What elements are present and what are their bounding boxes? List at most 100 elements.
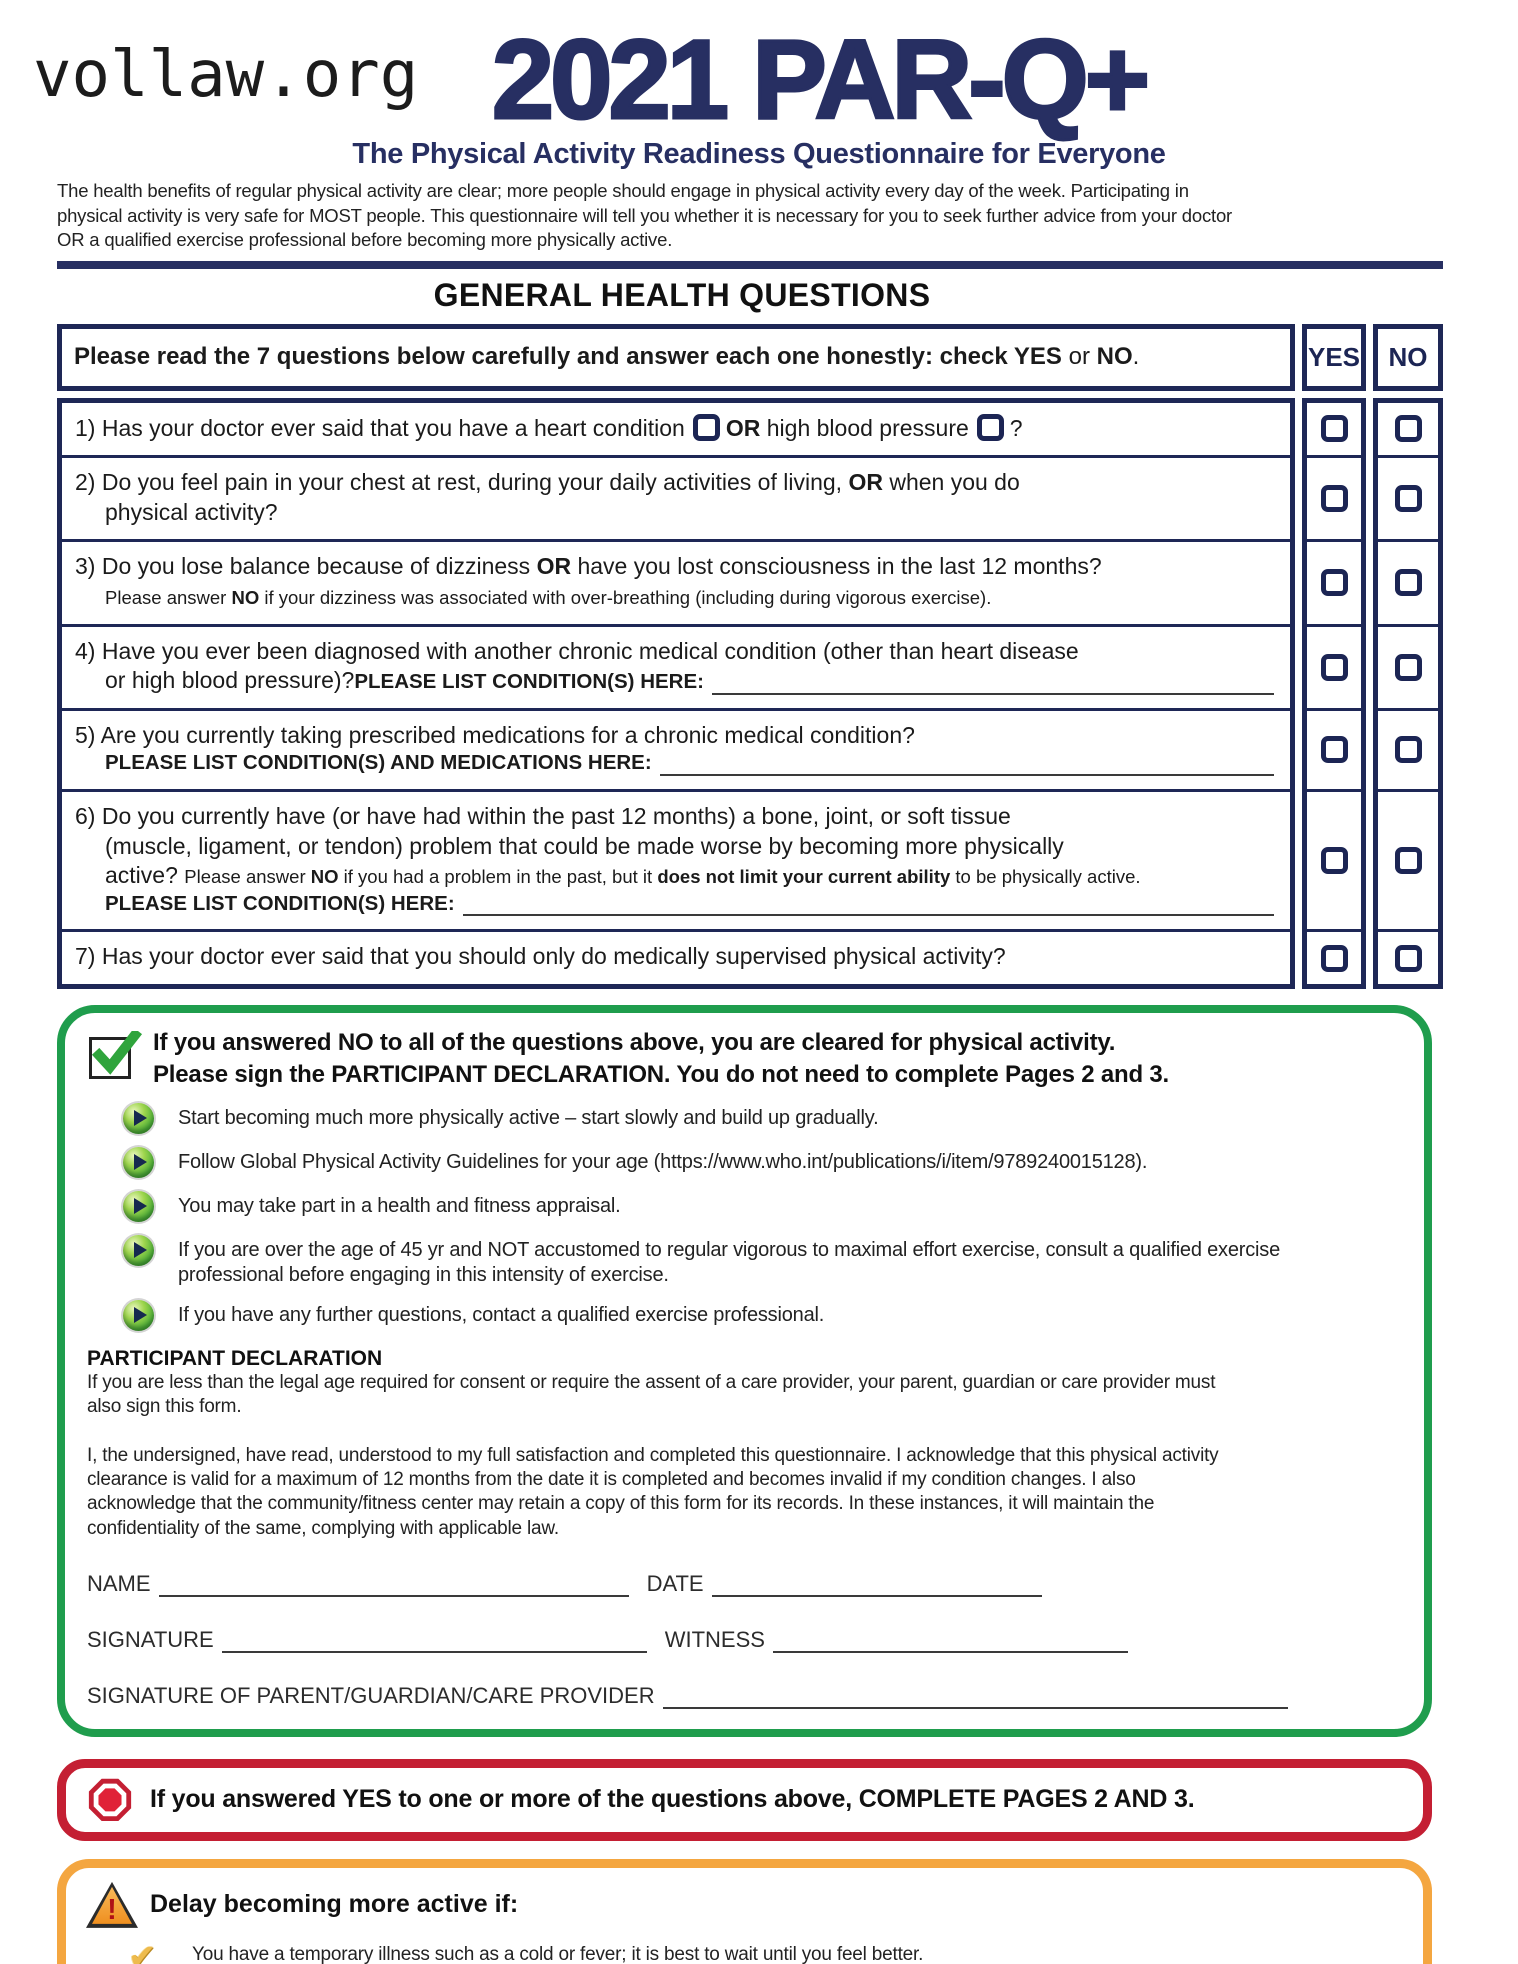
q3-yes-cell — [1302, 542, 1366, 627]
text-segment: Please answer — [105, 586, 232, 608]
q2-yes-checkbox[interactable] — [1320, 485, 1348, 513]
intro-paragraph: The health benefits of regular physical … — [57, 180, 1233, 251]
bullet-item: You have a temporary illness such as a c… — [128, 1937, 1399, 1964]
witness-field[interactable] — [772, 1630, 1128, 1653]
date-label: DATE — [646, 1570, 704, 1596]
checked-checkbox-icon — [87, 1030, 143, 1081]
q3-no-checkbox[interactable] — [1394, 569, 1422, 597]
q3-no-cell — [1373, 542, 1443, 627]
question-2: 2) Do you feel pain in your chest at res… — [57, 458, 1295, 543]
q1-no-cell — [1373, 397, 1443, 459]
divider-rule — [57, 260, 1443, 269]
bullet-text: Follow Global Physical Activity Guidelin… — [178, 1151, 1148, 1174]
q7-yes-cell — [1302, 932, 1366, 989]
bullet-text: You may take part in a health and fitnes… — [178, 1195, 621, 1218]
table-header-row: Please read the 7 questions below carefu… — [57, 323, 1443, 391]
q6-no-cell — [1373, 791, 1443, 933]
text-segment: to be physically active. — [950, 866, 1141, 888]
bullet-text: If you are over the age of 45 yr and NOT… — [178, 1239, 1281, 1286]
play-arrow-icon — [123, 1235, 154, 1267]
bullet-item: Follow Global Physical Activity Guidelin… — [123, 1147, 1398, 1179]
text-segment: 3) Do you lose balance because of dizzin… — [75, 553, 537, 580]
signature-label: SIGNATURE — [87, 1626, 214, 1652]
q4-yes-checkbox[interactable] — [1320, 653, 1348, 681]
q5-yes-cell — [1302, 710, 1366, 792]
text-segment: Please read the 7 questions below carefu… — [74, 342, 1069, 370]
question-1: 1) Has your doctor ever said that you ha… — [57, 397, 1295, 459]
text-segment: NO — [310, 866, 339, 888]
text-segment: NO — [231, 586, 260, 608]
text-segment: 6) Do you currently have (or have had wi… — [75, 802, 1011, 829]
text-segment: (muscle, ligament, or tendon) problem th… — [105, 832, 1064, 859]
q5-yes-checkbox[interactable] — [1320, 736, 1348, 764]
q5-no-checkbox[interactable] — [1394, 736, 1422, 764]
name-field[interactable] — [158, 1574, 629, 1597]
q1-yes-cell — [1302, 397, 1366, 459]
text-segment: high blood pressure — [760, 414, 969, 441]
signature-area: NAME DATE SIGNATURE WITNESS SIGNATURE OF… — [87, 1571, 1398, 1709]
bullet-text: You have a temporary illness such as a c… — [192, 1943, 924, 1964]
delay-activity-box: ! Delay becoming more active if: You hav… — [57, 1858, 1432, 1964]
text-segment: NO — [1096, 342, 1133, 370]
bullet-item: If you are over the age of 45 yr and NOT… — [123, 1235, 1398, 1287]
page-title: 2021 PAR-Q+ — [490, 17, 1151, 142]
q6-no-checkbox[interactable] — [1394, 847, 1422, 875]
answered-yes-text: If you answered YES to one or more of th… — [150, 1785, 1195, 1814]
declaration-note: If you are less than the legal age requi… — [87, 1372, 1216, 1418]
bullet-item: You may take part in a health and fitnes… — [123, 1191, 1398, 1223]
green-bullet-list: Start becoming much more physically acti… — [87, 1103, 1398, 1332]
q1-inline-checkbox[interactable] — [976, 413, 1004, 441]
page-subtitle: The Physical Activity Readiness Question… — [352, 138, 1166, 170]
q6-write-in-line[interactable] — [462, 892, 1274, 917]
text-segment: OR — [725, 414, 761, 441]
play-arrow-icon — [123, 1147, 154, 1179]
parent-signature-label: SIGNATURE OF PARENT/GUARDIAN/CARE PROVID… — [87, 1682, 655, 1708]
name-date-row: NAME DATE — [87, 1571, 1398, 1597]
table-prompt: Please read the 7 questions below carefu… — [57, 323, 1295, 391]
q6-yes-checkbox[interactable] — [1320, 847, 1348, 875]
text-segment: Please answer — [184, 866, 311, 888]
question-4: 4) Have you ever been diagnosed with ano… — [57, 626, 1295, 711]
bullet-text: If you have any further questions, conta… — [178, 1304, 825, 1327]
q1-yes-checkbox[interactable] — [1320, 415, 1348, 443]
declaration-body: I, the undersigned, have read, understoo… — [87, 1444, 1219, 1539]
q5-no-cell — [1373, 710, 1443, 792]
green-box-heading: If you answered NO to all of the questio… — [87, 1027, 1398, 1090]
q4-write-in-line[interactable] — [711, 671, 1274, 695]
yes-column-header: YES — [1302, 323, 1366, 391]
check-icon — [128, 1937, 162, 1964]
q3-yes-checkbox[interactable] — [1320, 569, 1348, 597]
question-7: 7) Has your doctor ever said that you sh… — [57, 932, 1295, 989]
q1-no-checkbox[interactable] — [1394, 415, 1422, 443]
text-segment: OR — [536, 553, 572, 580]
text-segment: 2) Do you feel pain in your chest at res… — [75, 469, 849, 496]
delay-bullet-list: You have a temporary illness such as a c… — [86, 1937, 1399, 1964]
question-3: 3) Do you lose balance because of dizzin… — [57, 542, 1295, 627]
q4-no-cell — [1373, 626, 1443, 711]
text-segment: or high blood pressure)? — [105, 667, 355, 694]
date-field[interactable] — [711, 1574, 1042, 1597]
q5-write-in-line[interactable] — [659, 752, 1274, 776]
text-segment: physical activity? — [105, 498, 278, 525]
play-arrow-icon — [123, 1103, 154, 1135]
cleared-for-activity-box: If you answered NO to all of the questio… — [57, 1004, 1432, 1737]
q7-yes-checkbox[interactable] — [1320, 944, 1348, 972]
no-column-header: NO — [1373, 323, 1443, 391]
play-arrow-icon — [123, 1191, 154, 1223]
answered-yes-box: If you answered YES to one or more of th… — [57, 1758, 1432, 1841]
play-arrow-icon — [123, 1300, 154, 1332]
bullet-item: Start becoming much more physically acti… — [123, 1103, 1398, 1135]
text-segment: PLEASE LIST CONDITION(S) AND MEDICATIONS… — [105, 751, 652, 775]
bullet-text: Start becoming much more physically acti… — [178, 1107, 879, 1130]
q4-no-checkbox[interactable] — [1394, 653, 1422, 681]
signature-field[interactable] — [221, 1630, 647, 1653]
table-body: 1) Has your doctor ever said that you ha… — [57, 397, 1443, 989]
q1-inline-checkbox[interactable] — [692, 413, 720, 441]
q7-no-checkbox[interactable] — [1394, 944, 1422, 972]
text-segment: 5) Are you currently taking prescribed m… — [75, 721, 915, 748]
section-title: GENERAL HEALTH QUESTIONS — [433, 276, 931, 313]
parent-signature-field[interactable] — [662, 1686, 1288, 1709]
q2-no-checkbox[interactable] — [1394, 485, 1422, 513]
text-segment: . — [1132, 342, 1140, 370]
general-health-questions-table: Please read the 7 questions below carefu… — [57, 323, 1443, 989]
